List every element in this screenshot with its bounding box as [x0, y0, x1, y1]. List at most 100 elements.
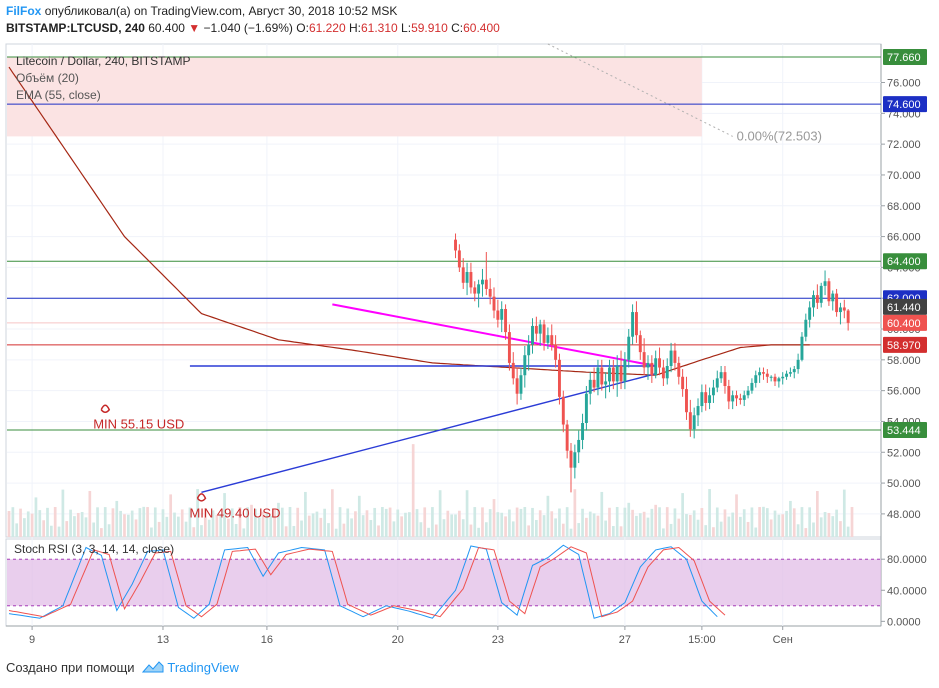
- publish-header: FilFox опубликовал(а) on TradingView.com…: [6, 4, 397, 18]
- volume-bar: [611, 526, 615, 537]
- candle-body: [731, 395, 735, 402]
- volume-bar: [762, 506, 765, 537]
- price-tag-label: 64.400: [887, 256, 921, 268]
- published-text: опубликовал(а) on TradingView.com, Авгус…: [44, 4, 398, 18]
- candle-body: [727, 386, 731, 402]
- candle-body: [519, 375, 523, 394]
- volume-bar: [49, 525, 53, 537]
- candle-body: [623, 359, 627, 382]
- volume-bar: [685, 514, 688, 537]
- volume-bar: [769, 519, 773, 537]
- volume-bar: [569, 528, 573, 537]
- volume-bar: [427, 527, 430, 537]
- volume-bar: [812, 522, 815, 537]
- trendlines[interactable]: [189, 303, 656, 493]
- price-change: −1.040 (−1.69%): [203, 21, 293, 35]
- tradingview-logo-icon: [141, 661, 164, 673]
- candle-body: [738, 398, 742, 400]
- price-tag: [883, 298, 927, 315]
- volume-bar: [407, 512, 411, 537]
- volume-bar: [323, 508, 326, 537]
- volume-bar: [542, 515, 546, 537]
- volume-bar: [531, 507, 534, 537]
- volume-bar: [727, 516, 731, 537]
- candle-body: [465, 272, 469, 283]
- volume-bar: [504, 516, 507, 537]
- price-tick-label: 56.000: [887, 386, 921, 398]
- price-tag: [883, 422, 927, 439]
- candle-body: [627, 336, 631, 360]
- volume-bar: [827, 512, 831, 537]
- min-marker-icon: [196, 493, 207, 502]
- author-name[interactable]: FilFox: [6, 4, 42, 18]
- volume-bar: [103, 507, 107, 537]
- volume-bar: [696, 519, 700, 537]
- volume-bar: [423, 507, 427, 537]
- candle-body: [692, 415, 696, 430]
- volume-bar: [373, 507, 377, 537]
- symbol-header: BITSTAMP:LTCUSD, 240 60.400 ▼ −1.040 (−1…: [6, 21, 500, 35]
- candle-body: [631, 312, 635, 337]
- volume-bar: [581, 508, 584, 537]
- volume-bar: [234, 523, 238, 537]
- footer-brand[interactable]: TradingView: [167, 660, 239, 675]
- volume-bar: [269, 515, 273, 537]
- volume-bar: [600, 491, 604, 537]
- volume-bar: [404, 512, 407, 537]
- volume-bar: [161, 509, 165, 537]
- volume-bar: [65, 521, 69, 537]
- volume-bar: [577, 523, 581, 537]
- price-tag: [883, 96, 927, 113]
- volume-bar: [835, 509, 838, 537]
- candle-body: [688, 412, 692, 430]
- candle-body: [527, 344, 531, 356]
- price-tick-label: 58.000: [887, 355, 921, 367]
- time-axis[interactable]: 9 13 16 20 23 27 15:00 Сен: [29, 626, 793, 646]
- candle-body: [573, 452, 577, 468]
- volume-bar: [257, 517, 261, 537]
- volume-bar: [665, 507, 669, 537]
- volume-bar: [173, 512, 176, 537]
- volume-bar: [808, 507, 812, 537]
- h-value: 61.310: [361, 21, 398, 35]
- volume-bar: [839, 521, 842, 537]
- volume-bar: [473, 507, 477, 537]
- candle-body: [650, 362, 654, 376]
- volume-bar: [719, 521, 723, 537]
- candle-body: [481, 279, 484, 285]
- price-tag-label: 61.440: [887, 302, 921, 314]
- min-label: MIN 55.15 USD: [93, 417, 184, 432]
- volume-bar: [338, 507, 342, 537]
- candle-body: [796, 359, 800, 370]
- candle-body: [715, 378, 719, 388]
- last-price: 60.400: [148, 21, 185, 35]
- annotations: MIN 55.15 USD MIN 49.40 USD: [93, 404, 281, 520]
- volume-bar: [650, 508, 654, 537]
- volume-bar: [242, 528, 246, 537]
- volume-bar: [800, 507, 804, 537]
- price-tag-label: 58.970: [887, 340, 921, 352]
- volume-bar: [119, 510, 122, 537]
- price-tag: [883, 314, 927, 331]
- candle-body: [781, 376, 785, 379]
- volume-bar: [23, 518, 26, 537]
- fib-zone: 0.00%(72.503): [7, 43, 822, 143]
- candle-body: [754, 375, 758, 383]
- volume-bar: [130, 510, 134, 537]
- price-axis[interactable]: 48.00050.00052.00054.00056.00058.00060.0…: [881, 48, 927, 628]
- volume-bar: [300, 520, 303, 537]
- volume-bar: [450, 514, 454, 537]
- stoch-tick-label: 80.0000: [887, 554, 927, 566]
- candle-body: [461, 267, 465, 283]
- volume-bar: [831, 516, 835, 537]
- stoch-tick-label: 0.0000: [887, 616, 921, 628]
- volume-bar: [346, 508, 350, 537]
- volume-bar: [307, 515, 311, 537]
- volume-bar: [180, 509, 184, 537]
- candle-body: [511, 362, 515, 379]
- volume-bar: [365, 510, 369, 537]
- candle-body: [808, 307, 812, 320]
- volume-bar: [735, 494, 738, 537]
- volume-bar: [138, 508, 142, 537]
